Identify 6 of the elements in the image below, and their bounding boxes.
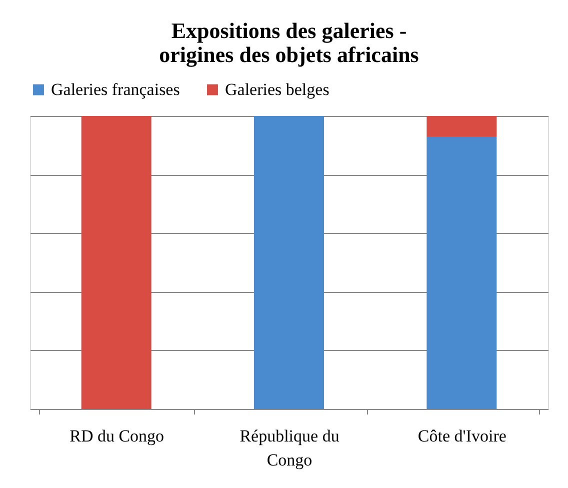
- x-tick-label: République du Congo: [240, 426, 340, 470]
- x-tick-label: Côte d'Ivoire: [418, 426, 506, 446]
- chart-title: Expositions des galeries - origines des objets africains: [159, 18, 420, 67]
- legend-label: Galeries françaises: [51, 80, 180, 99]
- x-tick-label: RD du Congo: [70, 426, 164, 446]
- legend-label: Galeries belges: [225, 80, 330, 99]
